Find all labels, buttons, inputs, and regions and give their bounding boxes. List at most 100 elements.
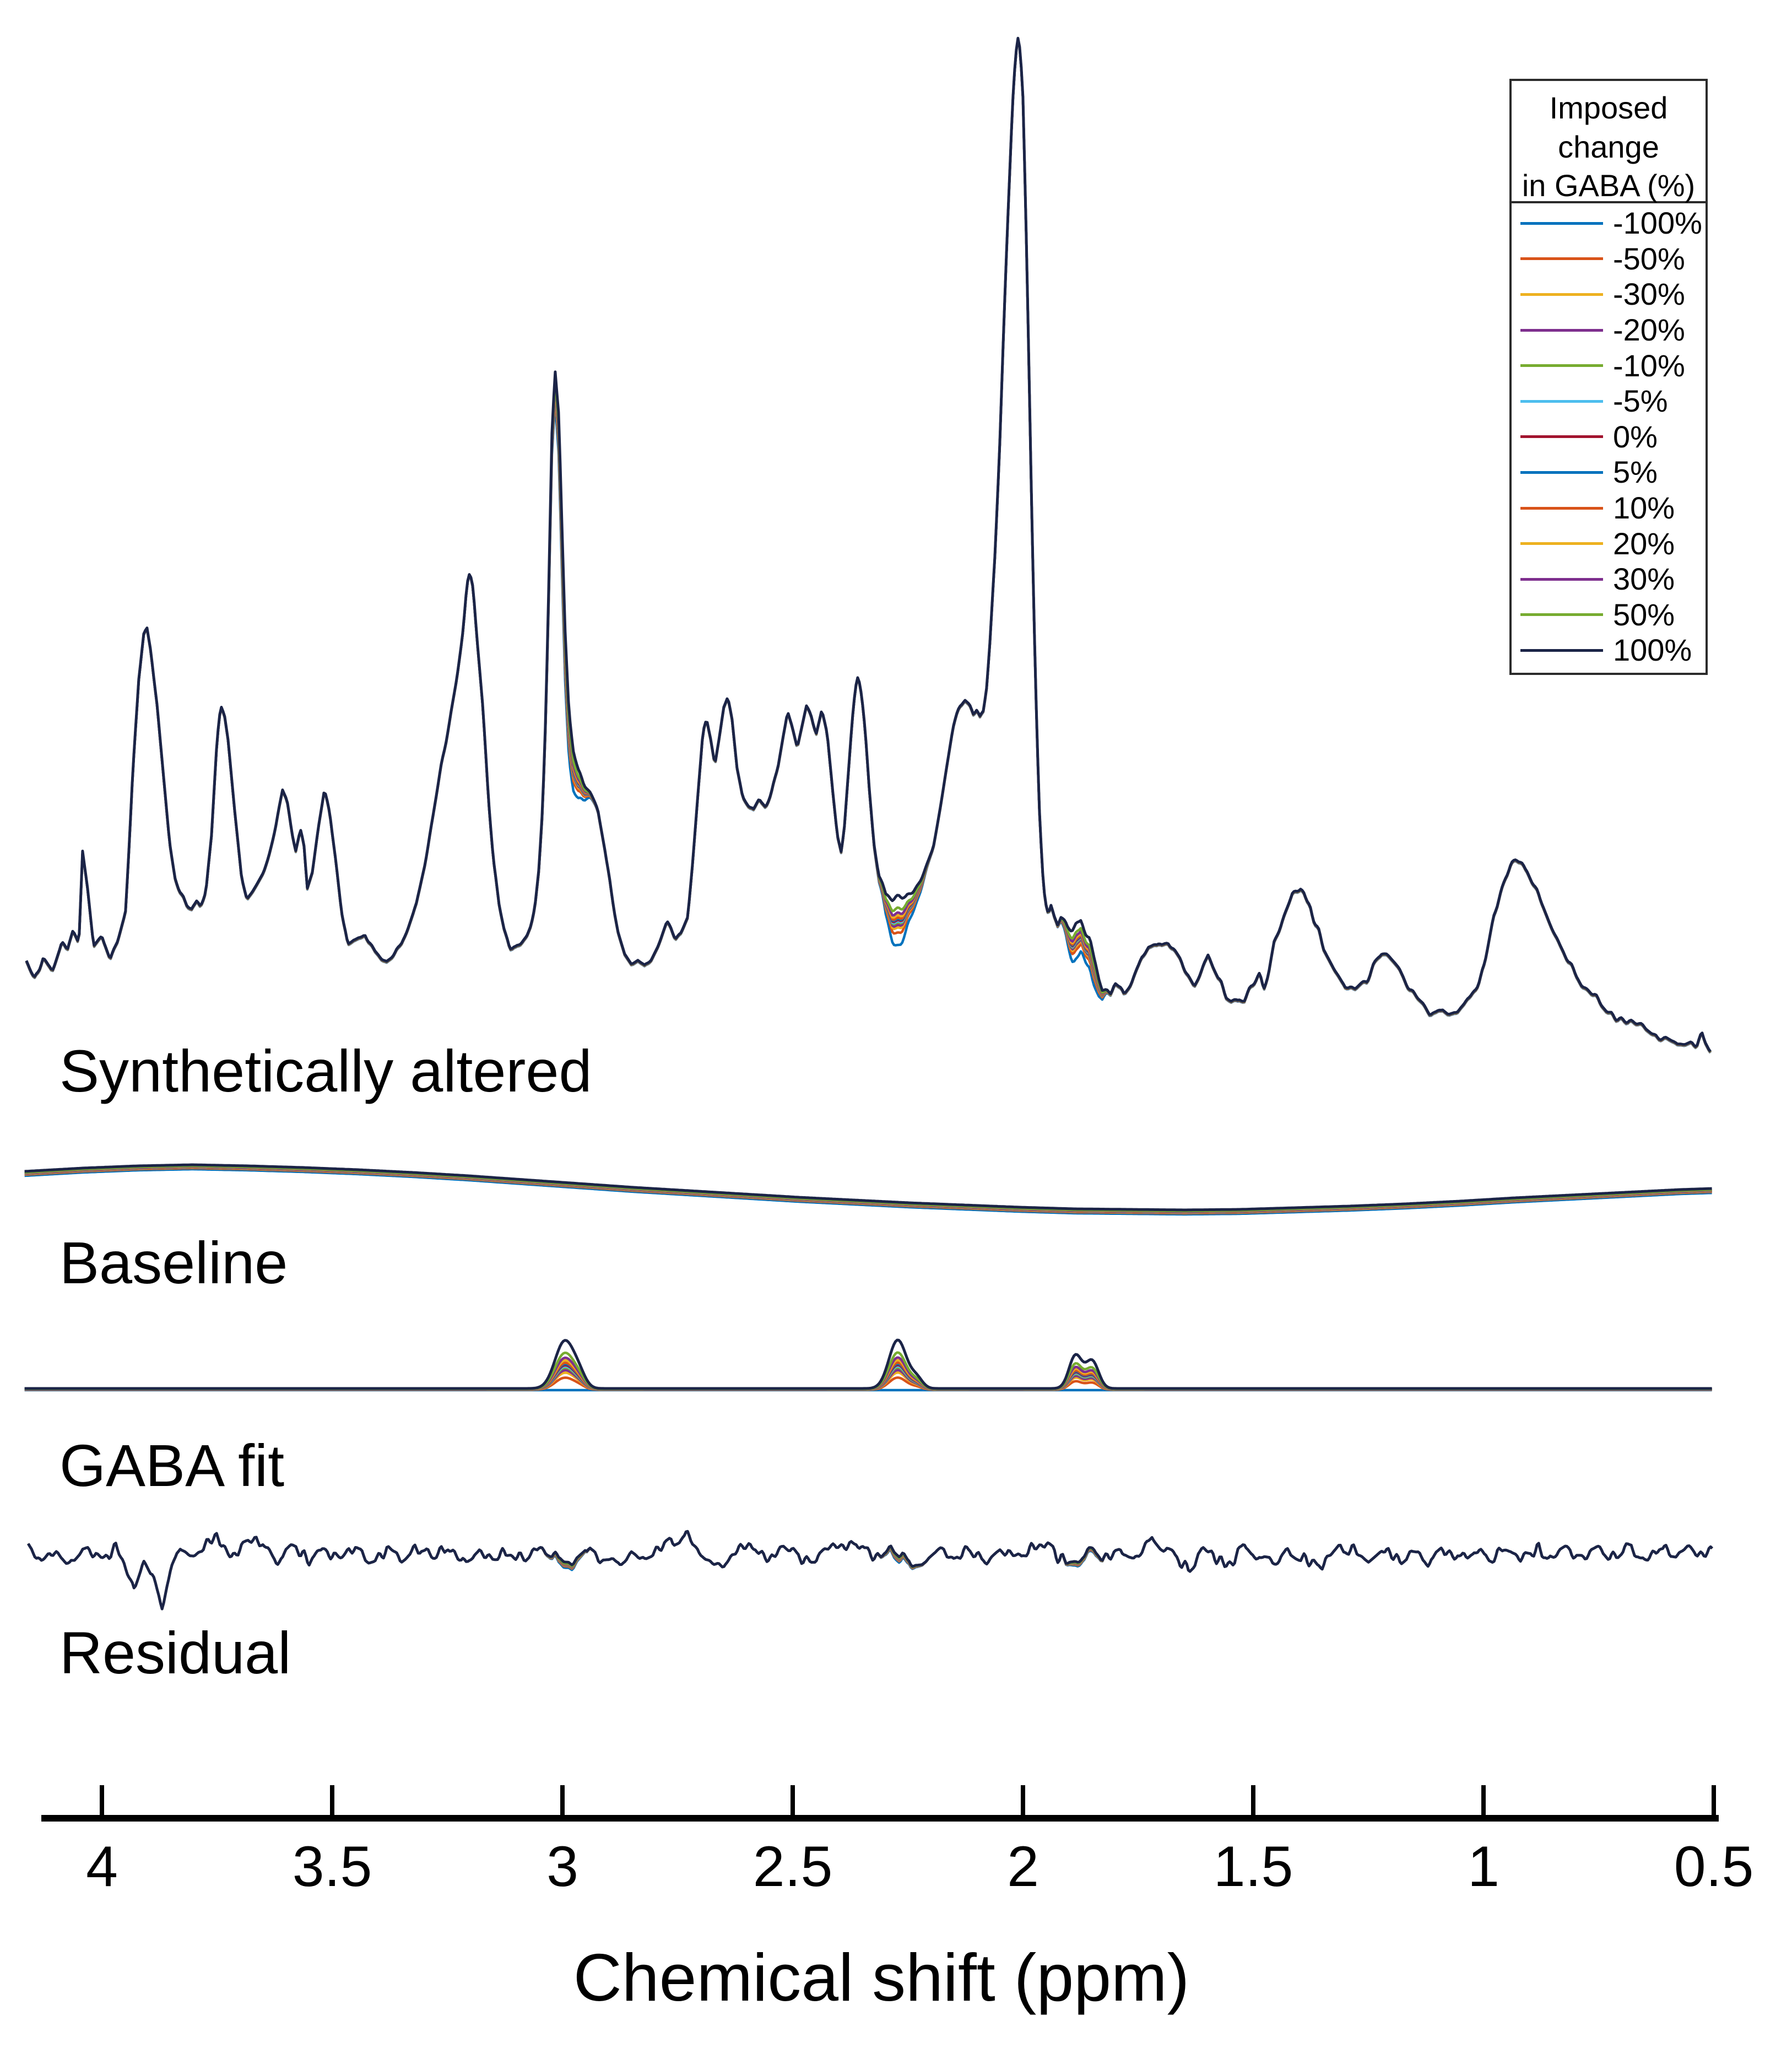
main-trace--50%	[25, 37, 1712, 1053]
legend-entry--50%: -50%	[1512, 241, 1706, 277]
legend-entry-30%: 30%	[1512, 561, 1706, 597]
legend-entry-label-5%: 5%	[1613, 455, 1658, 490]
legend-swatch-line--5%	[1520, 399, 1603, 403]
residual-trace-30%	[27, 1530, 1713, 1611]
legend-swatch-line-30%	[1520, 577, 1603, 581]
legend-entry-100%: 100%	[1512, 633, 1706, 668]
legend-swatch-line--50%	[1520, 257, 1603, 261]
legend-entry-5%: 5%	[1512, 455, 1706, 490]
main-trace-0%	[25, 37, 1712, 1053]
legend-entry-0%: 0%	[1512, 419, 1706, 455]
baseline-trace--100%	[24, 1168, 1712, 1216]
legend-entry--20%: -20%	[1512, 312, 1706, 348]
x-tick-1	[1481, 1785, 1486, 1815]
residual-trace-5%	[27, 1530, 1713, 1611]
legend-swatch-line-0%	[1520, 435, 1603, 439]
legend-entry-label--30%: -30%	[1613, 277, 1685, 312]
main-trace--20%	[25, 37, 1712, 1053]
residual-trace-20%	[27, 1530, 1713, 1611]
residual-trace-100%	[27, 1530, 1713, 1611]
main-trace-50%	[25, 37, 1712, 1053]
gabafit-trace-50%	[24, 1351, 1712, 1391]
legend-entry-label-30%: 30%	[1613, 561, 1675, 597]
x-tick-1.5	[1251, 1785, 1255, 1815]
x-tick-0.5	[1712, 1785, 1716, 1815]
legend-entry-label--50%: -50%	[1613, 241, 1685, 276]
baseline-trace-100%	[24, 1163, 1712, 1212]
legend-swatch-line-20%	[1520, 542, 1603, 545]
legend-entry-label-10%: 10%	[1613, 490, 1675, 526]
x-tick-label-2: 2	[1007, 1835, 1039, 1899]
legend-title: Imposed change in GABA (%)	[1512, 81, 1706, 203]
x-tick-2.5	[791, 1785, 795, 1815]
gabafit-trace--20%	[24, 1369, 1712, 1391]
x-tick-label-1: 1	[1468, 1835, 1499, 1899]
residual-trace--50%	[27, 1530, 1713, 1611]
residual-trace-50%	[27, 1530, 1713, 1611]
main-trace-10%	[25, 37, 1712, 1053]
x-tick-label-2.5: 2.5	[752, 1835, 833, 1899]
legend-swatch-line--20%	[1520, 328, 1603, 332]
x-tick-label-3.5: 3.5	[292, 1835, 372, 1899]
panel-label-residual: Residual	[59, 1619, 291, 1686]
gabafit-trace-30%	[24, 1356, 1712, 1391]
legend-swatch-line--100%	[1520, 221, 1603, 225]
legend-entry-label--100%: -100%	[1613, 206, 1702, 241]
legend-entry--30%: -30%	[1512, 277, 1706, 312]
residual-trace-0%	[27, 1530, 1713, 1611]
main-trace-20%	[25, 37, 1712, 1053]
x-tick-4	[100, 1785, 104, 1815]
main-trace--10%	[25, 37, 1712, 1053]
residual-trace--5%	[27, 1530, 1713, 1611]
residual-trace-10%	[27, 1530, 1713, 1611]
legend-entry-label-100%: 100%	[1613, 633, 1692, 668]
gabafit-trace--5%	[24, 1365, 1712, 1391]
x-tick-2	[1021, 1785, 1025, 1815]
main-trace--5%	[25, 37, 1712, 1053]
residual-trace--30%	[27, 1530, 1713, 1611]
gabafit-trace-100%	[24, 1338, 1712, 1390]
gabafit-trace-0%	[24, 1364, 1712, 1391]
residual-trace--20%	[27, 1530, 1713, 1611]
legend-entry-label-0%: 0%	[1613, 419, 1658, 454]
legend-swatch-line-10%	[1520, 506, 1603, 510]
gabafit-trace-5%	[24, 1363, 1712, 1391]
gabafit-trace--10%	[24, 1366, 1712, 1391]
legend-entry-label-20%: 20%	[1613, 526, 1675, 561]
legend-entry-label-50%: 50%	[1613, 597, 1675, 632]
legend-entry-20%: 20%	[1512, 526, 1706, 561]
legend-entry--100%: -100%	[1512, 206, 1706, 241]
gabafit-trace-20%	[24, 1359, 1712, 1391]
legend-box: Imposed change in GABA (%) -100% -50% -30%…	[1509, 79, 1708, 675]
legend-swatch-line--10%	[1520, 364, 1603, 368]
x-axis-line	[41, 1815, 1719, 1822]
x-tick-3.5	[330, 1785, 334, 1815]
main-trace-100%	[25, 36, 1712, 1053]
legend-entry-label--5%: -5%	[1613, 383, 1668, 419]
legend-entry-label--10%: -10%	[1613, 348, 1685, 383]
legend-swatch-line--30%	[1520, 293, 1603, 296]
legend-entry-50%: 50%	[1512, 597, 1706, 633]
legend-entries: -100% -50% -30% -20% -10% -5% 0% 5% 10% 20% 30% 50%…	[1512, 206, 1706, 668]
residual-trace--100%	[27, 1530, 1713, 1611]
main-trace--30%	[25, 37, 1712, 1053]
legend-entry-10%: 10%	[1512, 490, 1706, 526]
residual-trace--10%	[27, 1530, 1713, 1611]
legend-swatch-line-100%	[1520, 649, 1603, 652]
legend-entry--5%: -5%	[1512, 383, 1706, 419]
legend-swatch-line-50%	[1520, 613, 1603, 617]
panel-label-baseline: Baseline	[59, 1229, 288, 1296]
x-tick-label-1.5: 1.5	[1213, 1835, 1293, 1899]
panel-label-gaba-fit: GABA fit	[59, 1432, 285, 1499]
panel-label-synthetically-altered: Synthetically altered	[59, 1037, 592, 1104]
x-tick-label-0.5: 0.5	[1674, 1835, 1754, 1899]
legend-swatch-line-5%	[1520, 471, 1603, 474]
x-tick-label-3: 3	[546, 1835, 578, 1899]
x-tick-label-4: 4	[86, 1835, 118, 1899]
gabafit-trace-10%	[24, 1361, 1712, 1391]
legend-entry-label--20%: -20%	[1613, 312, 1685, 348]
main-trace-30%	[25, 37, 1712, 1053]
x-tick-3	[560, 1785, 565, 1815]
